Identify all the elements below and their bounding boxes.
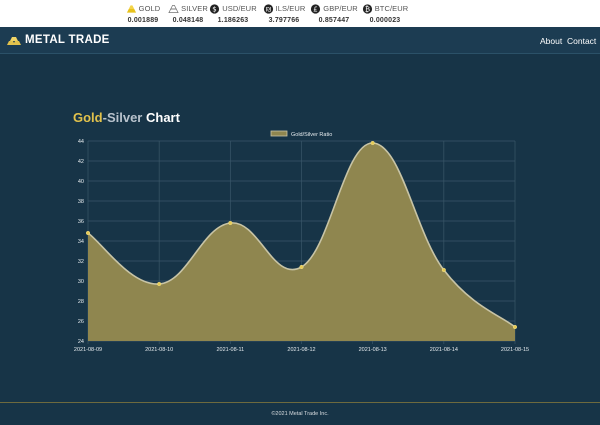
navbar: METAL TRADE About Contact: [0, 27, 600, 54]
svg-text:£: £: [314, 5, 318, 13]
ticker-name: GBP/EUR: [323, 4, 358, 13]
svg-text:₿: ₿: [365, 5, 370, 13]
footer-divider: [0, 402, 600, 403]
price-ticker: GOLD 0.001889 SILVER 0.048148 $ USD/EUR …: [0, 0, 600, 27]
pound-coin-icon: £: [311, 3, 321, 14]
ticker-value: 0.857447: [318, 17, 350, 24]
ticker-value: 0.001889: [127, 17, 159, 24]
brand-name: METAL TRADE: [25, 34, 110, 46]
y-tick-label: 34: [78, 239, 84, 245]
title-chart: Chart: [142, 110, 180, 125]
x-tick-label: 2021-08-14: [430, 347, 458, 353]
shekel-coin-icon: ₪: [263, 3, 273, 14]
chart-legend[interactable]: Gold/Silver Ratio: [270, 130, 332, 138]
nav-link-contact[interactable]: Contact: [567, 36, 597, 46]
x-tick-label: 2021-08-12: [287, 347, 315, 353]
data-point: [228, 220, 233, 226]
ticker-name: BTC/EUR: [374, 4, 409, 13]
y-tick-label: 42: [78, 159, 84, 165]
data-point: [370, 140, 375, 146]
ticker-item-ils-eur: ₪ ILS/EUR 3.797766: [249, 3, 319, 24]
data-point: [512, 324, 518, 330]
y-tick-label: 26: [78, 319, 84, 325]
title-silver: Silver: [106, 110, 143, 125]
y-tick-label: 24: [78, 339, 84, 345]
ticker-value: 0.048148: [172, 17, 204, 24]
title-dash: -: [102, 110, 107, 125]
footer-copyright: ©2021 Metal Trade Inc.: [271, 411, 329, 417]
x-tick-label: 2021-08-10: [145, 347, 173, 353]
data-point: [85, 230, 91, 236]
x-tick-label: 2021-08-11: [216, 347, 244, 353]
gold-bars-logo-icon: [7, 37, 21, 45]
x-tick-label: 2021-08-13: [359, 347, 387, 353]
svg-text:₪: ₪: [265, 5, 270, 13]
y-tick-label: 30: [78, 279, 84, 285]
title-gold: Gold: [73, 110, 103, 125]
series-area-fill: [88, 142, 515, 341]
svg-text:$: $: [213, 5, 217, 13]
series-line: [87, 142, 516, 328]
data-point: [157, 281, 162, 287]
y-tick-label: 40: [78, 179, 84, 185]
ticker-item-gold: GOLD 0.001889: [108, 3, 178, 24]
y-tick-label: 28: [78, 299, 84, 305]
gold-bars-icon: [126, 4, 136, 13]
silver-bars-icon: [168, 4, 179, 13]
ticker-name: SILVER: [181, 4, 208, 13]
ticker-value: 1.186263: [217, 17, 249, 24]
ticker-item-usd-eur: $ USD/EUR 1.186263: [198, 3, 268, 24]
bitcoin-coin-icon: ₿: [362, 3, 372, 14]
nav-link-about[interactable]: About: [540, 36, 563, 46]
ticker-value: 3.797766: [268, 17, 300, 24]
ticker-value: 0.000023: [369, 17, 401, 24]
ticker-name: GOLD: [138, 4, 161, 13]
data-point: [299, 264, 304, 270]
data-point: [441, 267, 446, 273]
dollar-coin-icon: $: [210, 3, 220, 14]
ticker-name: ILS/EUR: [275, 4, 306, 13]
chart-labels: 24 26 28 30 32 34 36 38 40 42 44 2021-08-09 2021-08-…: [74, 139, 529, 353]
legend-label: Gold/Silver Ratio: [291, 132, 332, 138]
y-tick-label: 32: [78, 259, 84, 265]
chart-area: [87, 142, 516, 341]
y-tick-label: 38: [78, 199, 84, 205]
ticker-name: USD/EUR: [222, 4, 257, 13]
page-title: Gold-Silver Chart: [73, 110, 180, 125]
y-tick-label: 36: [78, 219, 84, 225]
x-tick-label: 2021-08-15: [501, 347, 529, 353]
legend-swatch: [270, 130, 288, 137]
ticker-item-btc-eur: ₿ BTC/EUR 0.000023: [350, 3, 420, 24]
x-tick-label: 2021-08-09: [74, 347, 102, 353]
y-tick-label: 44: [78, 139, 84, 145]
brand-link[interactable]: METAL TRADE: [7, 34, 110, 46]
chart-points: [85, 140, 518, 330]
ticker-item-silver: SILVER 0.048148: [153, 3, 223, 24]
ticker-item-gbp-eur: £ GBP/EUR 0.857447: [299, 3, 369, 24]
